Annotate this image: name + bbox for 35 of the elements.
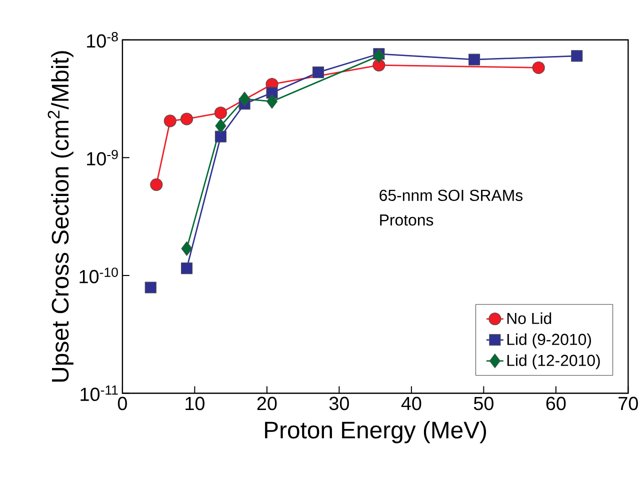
point [180, 262, 193, 274]
point [144, 282, 156, 294]
point [180, 112, 194, 126]
x-tick-label: 0 [118, 396, 127, 410]
y-tick-label: 10$^{-9}$ [87, 150, 118, 166]
y-tick-label: 10$^{-8}$ [87, 32, 118, 48]
legend-label: Lid (9-2010) [507, 333, 591, 348]
point [312, 66, 324, 78]
point [214, 130, 226, 142]
y-tick-label: 10$^{-11}$ [80, 386, 118, 402]
annotation: Protons [380, 214, 434, 226]
x-tick-label: 50 [474, 396, 494, 410]
point [214, 106, 227, 120]
y-axis-title: Upset Cross Section (cm$^{2}$/Mbit) [48, 51, 74, 382]
point [164, 114, 176, 128]
point [532, 62, 545, 74]
x-tick-label: 60 [546, 396, 566, 410]
point [373, 48, 384, 64]
legend-label: No Lid [507, 312, 552, 324]
x-tick-label: 20 [257, 396, 277, 410]
x-tick-label: 10 [186, 396, 204, 410]
point [239, 92, 250, 106]
x-tick-label: 40 [401, 396, 422, 410]
x-tick-label: 30 [329, 396, 349, 410]
legend-label: Lid (12-2010) [507, 354, 600, 370]
point [571, 50, 583, 62]
y-tick-label: 10$^{-10}$ [80, 268, 118, 284]
annotation: 65-nnm SOI SRAMs [380, 190, 523, 202]
x-tick-label: 70 [618, 396, 638, 410]
point [266, 94, 278, 109]
point [181, 241, 192, 256]
point [150, 178, 163, 192]
x-axis-title: Proton Energy (MeV) [265, 421, 486, 444]
point [468, 54, 480, 66]
point [215, 118, 226, 134]
